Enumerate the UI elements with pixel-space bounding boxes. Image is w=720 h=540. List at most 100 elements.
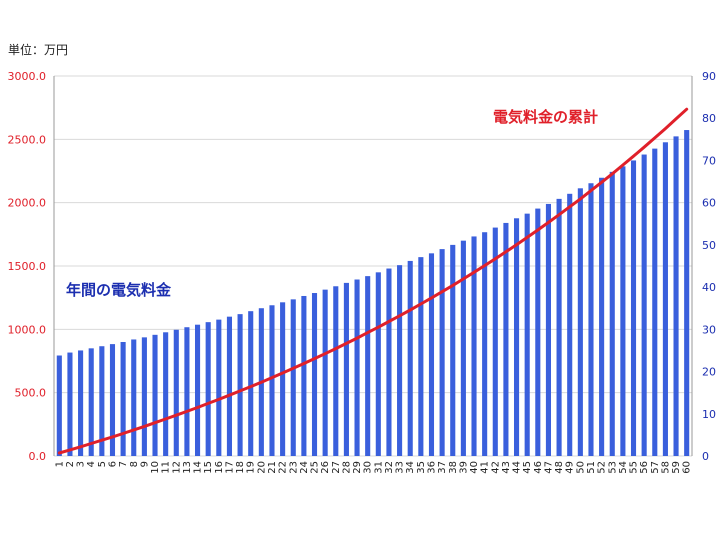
x-tick-label: 59 xyxy=(671,461,682,474)
bar xyxy=(67,352,73,456)
x-tick-label: 3 xyxy=(76,461,87,467)
bar xyxy=(237,314,243,456)
bar xyxy=(577,188,583,457)
series-label-annual: 年間の電気料金 xyxy=(66,281,172,299)
right-tick-label: 90 xyxy=(702,70,716,83)
bar xyxy=(407,260,413,456)
x-tick-label: 1 xyxy=(54,461,65,467)
bar xyxy=(184,327,190,456)
bar xyxy=(673,136,679,456)
bar xyxy=(131,339,137,456)
bar xyxy=(375,272,381,456)
left-tick-label: 3000.0 xyxy=(8,70,47,83)
x-tick-label: 29 xyxy=(352,461,363,474)
bar xyxy=(311,293,318,456)
bar xyxy=(120,342,126,456)
x-tick-label: 27 xyxy=(331,461,342,474)
x-tick-label: 45 xyxy=(522,461,533,474)
x-tick-label: 58 xyxy=(660,461,671,474)
bar xyxy=(194,324,201,456)
bar xyxy=(652,148,658,456)
bar xyxy=(492,227,498,456)
x-tick-label: 55 xyxy=(629,461,640,474)
x-tick-label: 56 xyxy=(639,461,650,474)
bar xyxy=(641,154,647,457)
left-tick-label: 2500.0 xyxy=(8,133,47,146)
right-tick-label: 0 xyxy=(702,450,709,463)
bar xyxy=(418,257,424,456)
bar xyxy=(630,160,637,456)
x-tick-label: 47 xyxy=(543,461,554,474)
x-tick-label: 26 xyxy=(320,461,331,474)
x-tick-label: 31 xyxy=(373,461,384,474)
bar xyxy=(163,332,169,456)
bar xyxy=(343,282,349,456)
bar xyxy=(556,198,562,456)
bar xyxy=(513,218,520,456)
right-tick-label: 80 xyxy=(702,112,716,125)
x-tick-label: 60 xyxy=(682,461,693,474)
bar xyxy=(450,244,456,456)
right-tick-label: 30 xyxy=(702,323,716,336)
x-tick-label: 33 xyxy=(395,461,406,474)
right-tick-label: 20 xyxy=(702,366,716,379)
x-tick-label: 34 xyxy=(405,461,416,474)
right-tick-label: 60 xyxy=(702,197,716,210)
x-tick-label: 11 xyxy=(161,461,172,474)
x-tick-label: 18 xyxy=(235,461,246,474)
right-tick-label: 70 xyxy=(702,154,716,167)
left-tick-label: 500.0 xyxy=(15,387,47,400)
x-tick-label: 9 xyxy=(139,461,150,467)
x-tick-label: 36 xyxy=(426,461,437,474)
x-tick-label: 22 xyxy=(278,461,289,474)
bar xyxy=(56,355,62,456)
x-tick-label: 25 xyxy=(310,461,321,474)
x-tick-label: 49 xyxy=(565,461,576,474)
x-tick-label: 12 xyxy=(171,461,182,474)
bar xyxy=(588,183,594,456)
x-tick-label: 6 xyxy=(107,461,118,467)
x-tick-label: 46 xyxy=(533,461,544,474)
bar xyxy=(109,344,116,456)
x-tick-label: 5 xyxy=(97,461,108,467)
bar xyxy=(173,329,179,456)
right-tick-label: 50 xyxy=(702,239,716,252)
x-tick-label: 51 xyxy=(586,461,597,474)
x-tick-label: 28 xyxy=(341,461,352,474)
x-tick-label: 20 xyxy=(256,461,267,474)
bar xyxy=(99,346,105,456)
left-tick-label: 1500.0 xyxy=(8,260,47,273)
x-tick-label: 15 xyxy=(203,461,214,474)
bar xyxy=(141,337,147,456)
x-tick-label: 53 xyxy=(607,461,618,474)
x-tick-label: 32 xyxy=(384,461,395,474)
bar xyxy=(684,130,690,457)
bar xyxy=(269,305,275,456)
x-tick-label: 4 xyxy=(86,461,97,467)
x-tick-label: 10 xyxy=(150,461,161,474)
x-tick-label: 2 xyxy=(65,461,76,467)
bar xyxy=(620,166,626,456)
bar xyxy=(524,213,530,456)
bar xyxy=(460,240,466,456)
x-tick-label: 44 xyxy=(512,461,523,474)
x-tick-label: 48 xyxy=(554,461,565,474)
x-tick-label: 13 xyxy=(182,461,193,474)
x-tick-label: 42 xyxy=(490,461,501,474)
x-tick-label: 57 xyxy=(650,461,661,474)
bar xyxy=(226,316,233,456)
x-tick-label: 24 xyxy=(299,461,310,474)
x-tick-label: 30 xyxy=(363,461,374,474)
x-tick-label: 7 xyxy=(118,461,129,467)
bar xyxy=(599,177,605,456)
bar xyxy=(662,142,668,457)
x-tick-label: 38 xyxy=(448,461,459,474)
bar xyxy=(503,222,509,456)
left-tick-label: 1000.0 xyxy=(8,323,47,336)
bar xyxy=(88,348,94,456)
x-tick-label: 35 xyxy=(416,461,427,474)
x-tick-label: 54 xyxy=(618,461,629,474)
x-tick-label: 17 xyxy=(224,461,235,474)
x-tick-label: 21 xyxy=(267,461,278,474)
x-tick-label: 43 xyxy=(501,461,512,474)
